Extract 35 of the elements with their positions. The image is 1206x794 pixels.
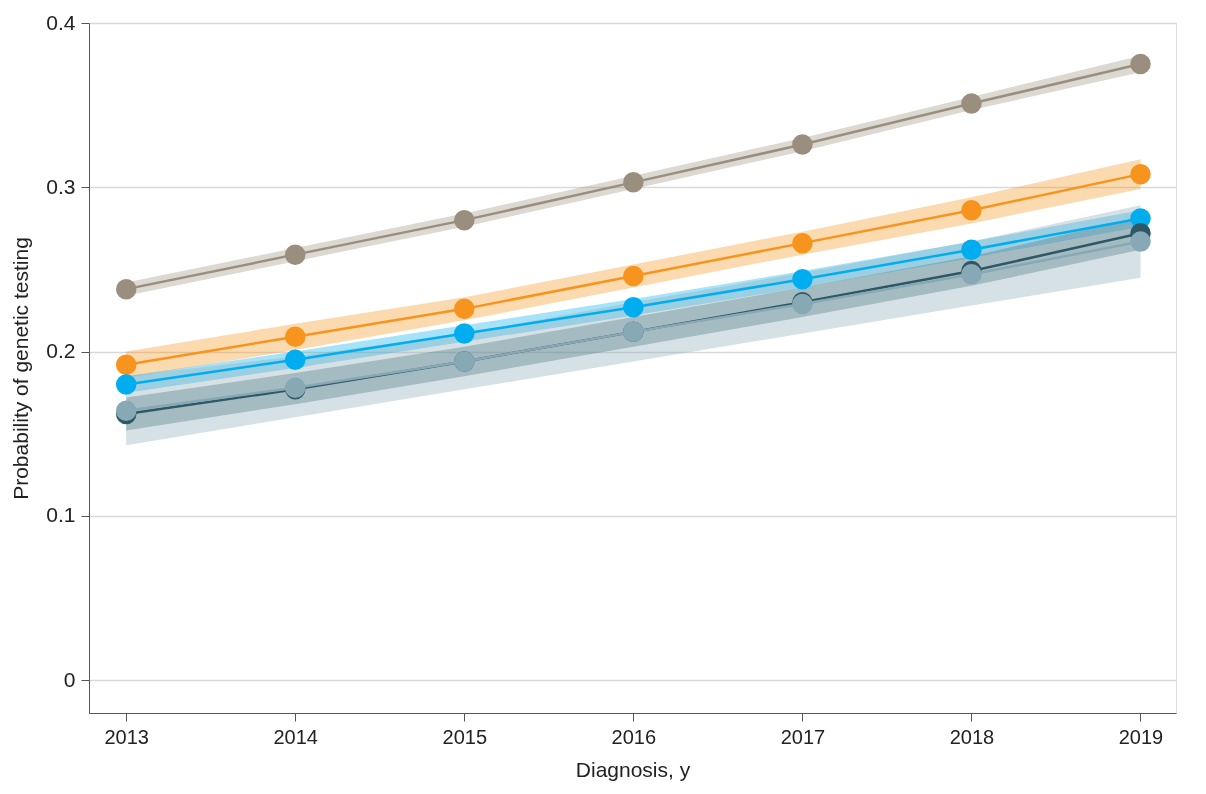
y-tick-label: 0: [63, 667, 76, 691]
x-axis-title: Diagnosis, y: [575, 757, 691, 781]
point: [961, 200, 982, 221]
point: [285, 244, 306, 265]
point: [961, 239, 982, 260]
x-tick-label: 2016: [611, 725, 657, 748]
point: [1130, 231, 1151, 252]
point: [454, 298, 475, 320]
point: [792, 269, 813, 290]
point: [454, 323, 475, 344]
point: [792, 134, 813, 155]
y-axis-title: Probability of genetic testing: [9, 237, 33, 500]
point: [1130, 163, 1151, 185]
point: [115, 354, 137, 375]
x-tick-label: 2017: [780, 725, 826, 748]
x-tick-label: 2013: [104, 725, 149, 748]
point: [623, 265, 644, 287]
point: [623, 172, 644, 193]
x-tick-label: 2018: [949, 725, 995, 748]
x-tick-label: 2014: [273, 725, 318, 748]
y-tick-label: 0.3: [46, 174, 76, 198]
point: [1130, 53, 1151, 75]
y-tick-label: 0.2: [46, 339, 76, 363]
point: [792, 232, 813, 254]
point: [115, 278, 137, 300]
point: [115, 374, 137, 395]
point: [623, 296, 644, 318]
y-tick-label: 0.4: [46, 10, 76, 34]
point: [285, 326, 306, 348]
point: [285, 349, 306, 371]
y-tick-label: 0.1: [46, 503, 76, 527]
x-tick-label: 2015: [442, 725, 488, 748]
point: [454, 209, 475, 231]
point: [961, 93, 982, 114]
x-tick-label: 2019: [1118, 725, 1164, 748]
